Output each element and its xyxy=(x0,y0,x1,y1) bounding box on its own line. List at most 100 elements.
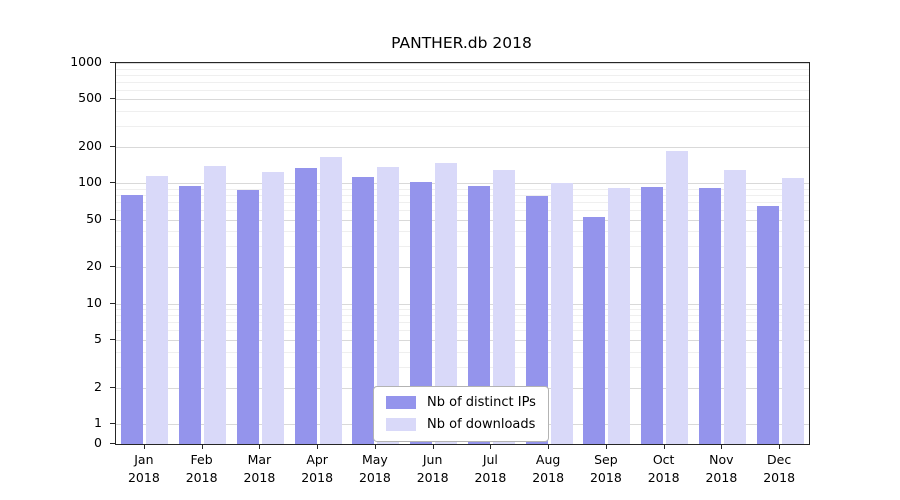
x-axis-tick-label: Aug 2018 xyxy=(532,452,565,486)
bar-distinct-ips xyxy=(121,195,144,444)
y-axis-tick-mark xyxy=(110,98,115,100)
minor-gridline xyxy=(116,68,809,70)
y-axis-tick-mark xyxy=(110,146,115,148)
major-gridline xyxy=(116,267,809,269)
bar-downloads xyxy=(204,165,227,444)
minor-gridline xyxy=(116,194,809,196)
chart-title: PANTHER.db 2018 xyxy=(391,34,532,52)
y-axis-tick-mark xyxy=(110,62,115,63)
minor-gridline xyxy=(116,110,809,112)
legend-swatch-distinct-ips xyxy=(386,396,416,409)
minor-gridline xyxy=(116,231,809,233)
bar-downloads xyxy=(550,183,573,444)
plot-area: Nb of distinct IPs Nb of downloads xyxy=(115,62,810,445)
y-axis-tick-label: 200 xyxy=(78,138,102,154)
y-axis-tick-mark xyxy=(110,302,115,304)
x-axis-tick-label: Jul 2018 xyxy=(474,452,507,486)
bar-distinct-ips xyxy=(179,186,202,444)
major-gridline xyxy=(116,339,809,341)
x-axis-tick-mark xyxy=(143,444,145,449)
x-axis-tick-label: Mar 2018 xyxy=(243,452,276,486)
bar-distinct-ips xyxy=(756,205,779,444)
bar-downloads xyxy=(261,171,284,444)
x-axis-tick-mark xyxy=(605,444,607,449)
x-axis-tick-mark xyxy=(374,444,376,449)
minor-gridline xyxy=(116,201,809,203)
legend-item-distinct-ips: Nb of distinct IPs xyxy=(386,395,536,410)
bar-downloads xyxy=(377,166,400,444)
bar-distinct-ips xyxy=(467,186,490,444)
y-axis-tick-label: 1000 xyxy=(70,54,102,69)
y-axis-tick-label: 500 xyxy=(78,90,102,106)
minor-gridline xyxy=(116,246,809,248)
y-axis-tick-mark xyxy=(110,338,115,340)
minor-gridline xyxy=(116,315,809,317)
y-axis-tick-label: 1 xyxy=(94,415,102,430)
major-gridline xyxy=(116,183,809,185)
legend-item-downloads: Nb of downloads xyxy=(386,417,536,432)
bar-downloads xyxy=(146,176,169,444)
major-gridline xyxy=(116,303,809,305)
bar-distinct-ips xyxy=(352,177,375,444)
minor-gridline xyxy=(116,351,809,353)
minor-gridline xyxy=(116,210,809,212)
x-axis-tick-mark xyxy=(317,444,319,449)
legend-label-downloads: Nb of downloads xyxy=(427,417,536,432)
y-axis-tick-label: 0 xyxy=(94,435,102,450)
x-axis-tick-label: May 2018 xyxy=(358,452,391,486)
x-axis-tick-mark xyxy=(490,444,492,449)
y-axis-tick-mark xyxy=(110,182,115,184)
bar-downloads xyxy=(435,162,458,444)
bar-distinct-ips xyxy=(236,190,259,444)
minor-gridline xyxy=(116,330,809,332)
bar-downloads xyxy=(319,157,342,444)
y-axis-tick-mark xyxy=(110,218,115,220)
bar-downloads xyxy=(608,187,631,444)
minor-gridline xyxy=(116,125,809,127)
bar-distinct-ips xyxy=(525,196,548,444)
major-gridline xyxy=(116,99,809,101)
y-axis-tick-label: 5 xyxy=(94,330,102,346)
y-axis-tick-label: 10 xyxy=(86,294,102,310)
minor-gridline xyxy=(116,89,809,91)
x-axis-tick-label: Jan 2018 xyxy=(127,452,160,486)
y-axis-tick-mark xyxy=(110,266,115,268)
x-axis-tick-label: Dec 2018 xyxy=(763,452,796,486)
bar-downloads xyxy=(666,151,689,444)
legend: Nb of distinct IPs Nb of downloads xyxy=(373,386,549,442)
x-axis-tick-mark xyxy=(259,444,261,449)
minor-gridline xyxy=(116,81,809,83)
y-axis-tick-mark xyxy=(110,423,115,424)
y-axis-tick-mark xyxy=(110,443,115,444)
bar-downloads xyxy=(781,178,804,444)
minor-gridline xyxy=(116,322,809,324)
major-gridline xyxy=(116,63,809,64)
y-axis-tick-label: 20 xyxy=(86,258,102,274)
x-axis-tick-label: Sep 2018 xyxy=(589,452,622,486)
x-axis-tick-label: Apr 2018 xyxy=(301,452,334,486)
x-axis-tick-mark xyxy=(432,444,434,449)
bar-distinct-ips xyxy=(410,182,433,444)
bar-downloads xyxy=(492,169,515,444)
x-axis-tick-label: Feb 2018 xyxy=(185,452,218,486)
x-axis-tick-label: Jun 2018 xyxy=(416,452,449,486)
minor-gridline xyxy=(116,188,809,190)
bar-distinct-ips xyxy=(641,187,664,444)
x-axis-tick-mark xyxy=(663,444,665,449)
x-axis-tick-mark xyxy=(779,444,781,449)
legend-swatch-downloads xyxy=(386,418,416,431)
y-axis-tick-mark xyxy=(110,386,115,388)
major-gridline xyxy=(116,219,809,221)
minor-gridline xyxy=(116,366,809,368)
bar-distinct-ips xyxy=(698,187,721,444)
x-axis-tick-mark xyxy=(201,444,203,449)
x-axis-tick-mark xyxy=(721,444,723,449)
x-axis-tick-label: Oct 2018 xyxy=(647,452,680,486)
legend-label-distinct-ips: Nb of distinct IPs xyxy=(427,395,536,410)
bar-downloads xyxy=(723,169,746,444)
x-axis-tick-mark xyxy=(548,444,550,449)
major-gridline xyxy=(116,147,809,149)
y-axis-tick-label: 100 xyxy=(78,174,102,190)
y-axis-tick-label: 50 xyxy=(86,210,102,226)
